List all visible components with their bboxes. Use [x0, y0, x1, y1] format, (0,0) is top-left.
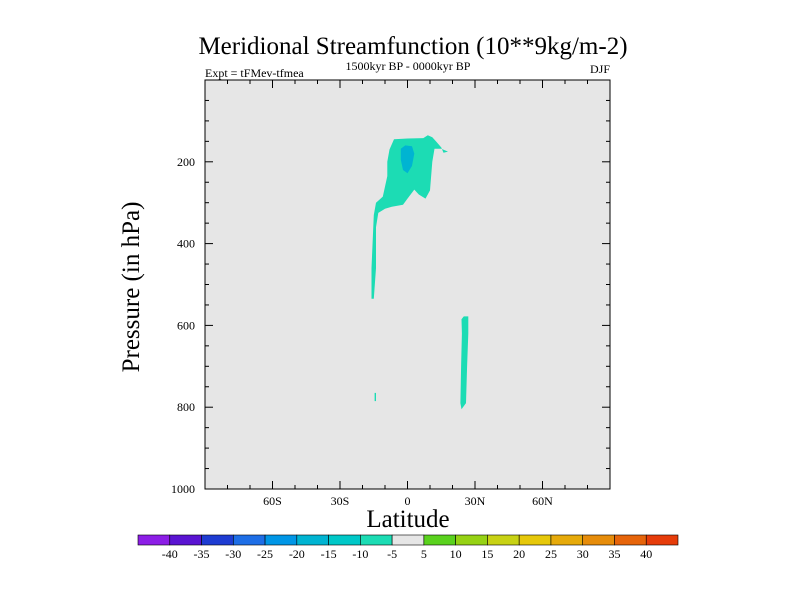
colorbar-swatch — [518, 534, 552, 546]
contour-region-lower-cell-light — [460, 316, 469, 410]
contour-region-upper-cell-core — [400, 145, 415, 174]
y-tick-label: 200 — [177, 155, 195, 169]
x-tick-label: 0 — [405, 494, 411, 508]
colorbar-label: 25 — [545, 547, 557, 561]
colorbar-swatch — [201, 534, 234, 546]
x-tick-label: 30N — [465, 494, 486, 508]
colorbar-swatch — [232, 534, 266, 546]
y-tick-label: 400 — [177, 237, 195, 251]
y-tick-label: 800 — [177, 400, 195, 414]
x-tick-label: 30S — [331, 494, 350, 508]
chart-title: Meridional Streamfunction (10**9kg/m-2) — [198, 33, 627, 60]
colorbar-swatch — [360, 534, 393, 546]
colorbar-swatch — [137, 534, 171, 546]
x-axis-label: Latitude — [366, 506, 449, 533]
colorbar-label: 40 — [640, 547, 652, 561]
subtitle-right: DJF — [590, 62, 610, 76]
x-tick-label: 60N — [532, 494, 553, 508]
colorbar-swatch — [455, 534, 488, 546]
colorbar-label: -30 — [225, 547, 241, 561]
colorbar-label: -20 — [289, 547, 305, 561]
colorbar-swatch — [614, 534, 647, 546]
colorbar-swatch — [264, 534, 298, 546]
contour-regions — [371, 135, 469, 410]
axis-ticks: 60S 30S 0 30N 60N 200 400 600 800 1000 — [171, 79, 611, 508]
x-tick-label: 60S — [263, 494, 282, 508]
colorbar-swatch — [582, 534, 615, 546]
y-tick-label: 1000 — [171, 482, 195, 496]
colorbar-label: -5 — [387, 547, 397, 561]
contour-region-small-fleck — [374, 392, 376, 402]
colorbar-label: 10 — [450, 547, 462, 561]
colorbar-label: -40 — [162, 547, 178, 561]
colorbar-swatch — [423, 534, 456, 546]
colorbar-swatch — [296, 534, 329, 546]
colorbar-label: 35 — [608, 547, 620, 561]
contour-region-upper-cell-light — [371, 135, 448, 299]
colorbar-label: -10 — [352, 547, 368, 561]
subtitle-center: 1500kyr BP - 0000kyr BP — [346, 59, 471, 73]
colorbar-swatch — [328, 534, 361, 546]
colorbar-label: 30 — [577, 547, 589, 561]
colorbar-swatch — [391, 534, 425, 546]
colorbar-label: 5 — [421, 547, 427, 561]
colorbar-label: -15 — [321, 547, 337, 561]
colorbar-swatch — [550, 534, 584, 546]
colorbar-swatch — [645, 534, 679, 546]
colorbar: -40 -35 -30 -25 -20 -15 -10 -5 5 10 15 20 25 30 35 40 — [137, 534, 679, 561]
colorbar-swatch — [487, 534, 520, 546]
colorbar-label: -25 — [257, 547, 273, 561]
colorbar-label: -35 — [194, 547, 210, 561]
y-axis-label: Pressure (in hPa) — [118, 202, 145, 373]
colorbar-swatch — [169, 534, 202, 546]
subtitle-left: Expt = tFMev-tfmea — [205, 66, 304, 80]
y-tick-label: 600 — [177, 318, 195, 332]
colorbar-label: 20 — [513, 547, 525, 561]
colorbar-label: 15 — [481, 547, 493, 561]
